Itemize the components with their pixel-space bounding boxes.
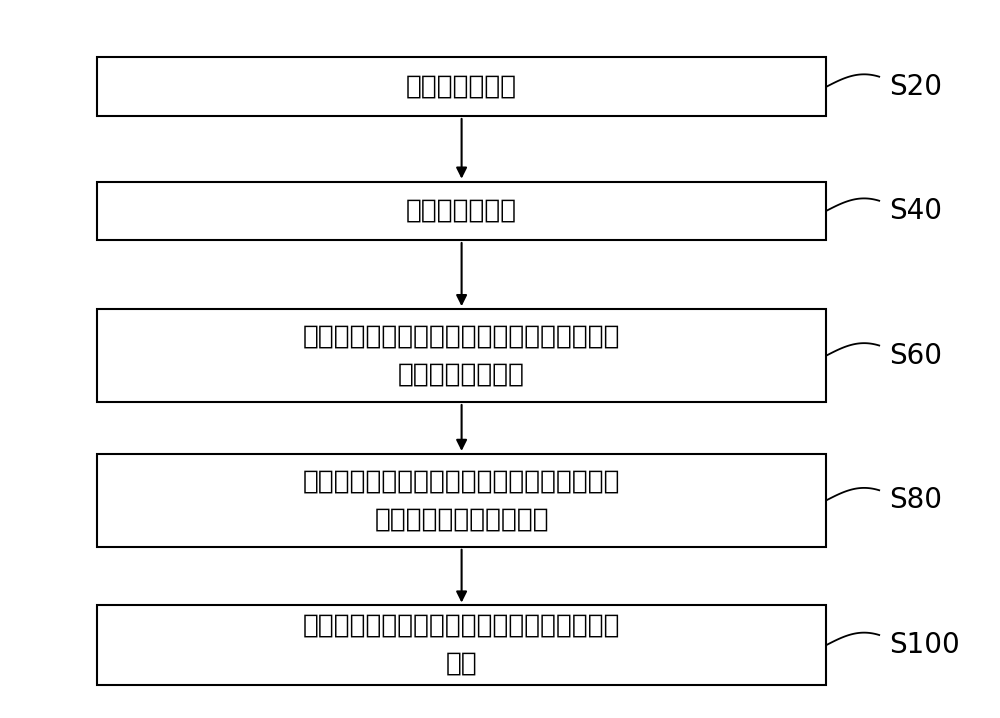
Text: 根据比值不小于预设阈值，触发发动机的预警
装置: 根据比值不小于预设阈值，触发发动机的预警 装置 [303, 613, 620, 677]
Text: S20: S20 [889, 73, 942, 101]
Text: S100: S100 [889, 631, 960, 659]
Text: S40: S40 [889, 197, 942, 225]
Bar [97, 309, 826, 402]
Text: S60: S60 [889, 342, 942, 370]
Text: 获取燃油消耗量: 获取燃油消耗量 [406, 197, 517, 224]
Bar [97, 605, 826, 685]
Bar [97, 454, 826, 547]
Text: 计算一个周期内机油耗比之和与预存的一个周
期内机油耗比之和的比值: 计算一个周期内机油耗比之和与预存的一个周 期内机油耗比之和的比值 [303, 468, 620, 532]
Text: S80: S80 [889, 486, 942, 514]
Text: 根据机油消耗量与燃油消耗量，计算机油耗比
，并储存机油耗比: 根据机油消耗量与燃油消耗量，计算机油耗比 ，并储存机油耗比 [303, 324, 620, 388]
Bar [97, 57, 826, 116]
Text: 获取机油消耗量: 获取机油消耗量 [406, 74, 517, 100]
Bar [97, 182, 826, 240]
